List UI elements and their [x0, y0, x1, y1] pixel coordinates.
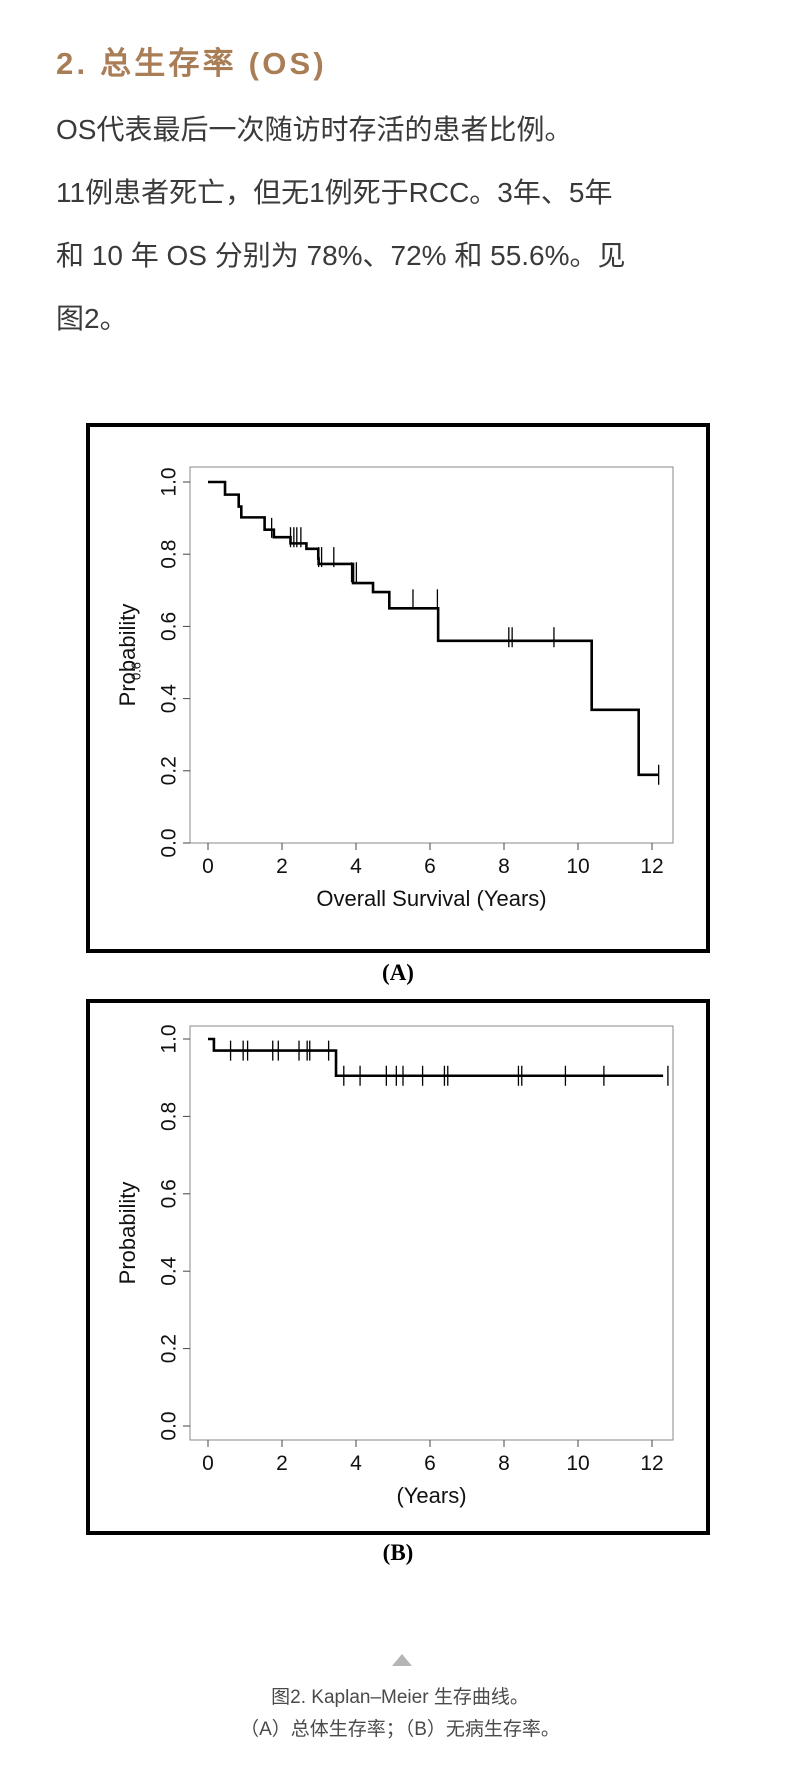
svg-text:0.8: 0.8: [158, 540, 181, 569]
svg-text:0.6: 0.6: [158, 1179, 181, 1208]
svg-text:0.6: 0.6: [158, 612, 181, 641]
svg-text:12: 12: [640, 855, 663, 878]
svg-text:0: 0: [202, 1452, 214, 1475]
svg-text:0.0: 0.0: [158, 1411, 181, 1440]
svg-text:Probability: Probability: [115, 604, 140, 707]
svg-text:8: 8: [498, 855, 510, 878]
svg-text:4: 4: [350, 855, 362, 878]
svg-text:1.0: 1.0: [158, 467, 181, 496]
svg-text:0.8: 0.8: [158, 1102, 181, 1131]
svg-text:8: 8: [498, 1452, 510, 1475]
svg-text:1.0: 1.0: [158, 1024, 181, 1053]
svg-text:0.0: 0.0: [158, 828, 181, 857]
svg-text:10: 10: [566, 1452, 589, 1475]
svg-text:6: 6: [424, 1452, 436, 1475]
svg-text:Overall Survival (Years): Overall Survival (Years): [316, 886, 546, 911]
svg-text:0.4: 0.4: [158, 1256, 181, 1286]
svg-text:Probability: Probability: [115, 1182, 140, 1285]
svg-text:12: 12: [640, 1452, 663, 1475]
svg-text:4: 4: [350, 1452, 362, 1475]
svg-text:0.4: 0.4: [158, 684, 181, 714]
svg-text:0.2: 0.2: [158, 756, 181, 785]
svg-text:6: 6: [424, 855, 436, 878]
svg-text:10: 10: [566, 855, 589, 878]
svg-text:2: 2: [276, 1452, 288, 1475]
svg-text:2: 2: [276, 855, 288, 878]
svg-text:0.6: 0.6: [128, 662, 143, 680]
svg-text:(Years): (Years): [396, 1483, 466, 1508]
svg-text:0: 0: [202, 855, 214, 878]
svg-text:0.2: 0.2: [158, 1334, 181, 1363]
